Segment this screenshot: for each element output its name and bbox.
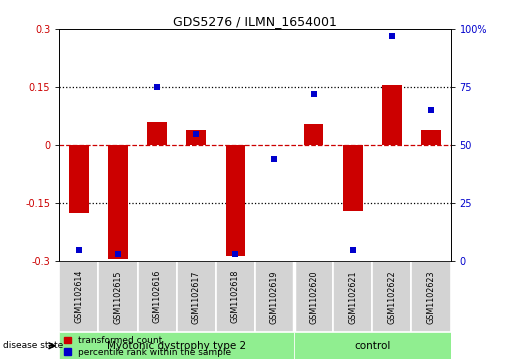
Point bbox=[75, 247, 83, 253]
Text: GSM1102623: GSM1102623 bbox=[426, 270, 436, 323]
Bar bbox=[138, 261, 177, 332]
Bar bbox=[186, 130, 206, 145]
Bar bbox=[294, 332, 451, 359]
Text: GSM1102618: GSM1102618 bbox=[231, 270, 240, 323]
Point bbox=[427, 107, 435, 113]
Bar bbox=[382, 85, 402, 145]
Point bbox=[153, 84, 161, 90]
Bar bbox=[411, 261, 451, 332]
Bar bbox=[59, 261, 98, 332]
Bar bbox=[294, 261, 333, 332]
Text: Myotonic dystrophy type 2: Myotonic dystrophy type 2 bbox=[107, 341, 246, 351]
Bar bbox=[304, 124, 323, 145]
Text: disease state: disease state bbox=[3, 341, 63, 350]
Text: GSM1102620: GSM1102620 bbox=[309, 270, 318, 323]
Text: GSM1102619: GSM1102619 bbox=[270, 270, 279, 323]
Bar bbox=[343, 145, 363, 211]
Point bbox=[310, 91, 318, 97]
Text: GSM1102622: GSM1102622 bbox=[387, 270, 397, 323]
Bar bbox=[69, 145, 89, 213]
Bar bbox=[421, 130, 441, 145]
Title: GDS5276 / ILMN_1654001: GDS5276 / ILMN_1654001 bbox=[173, 15, 337, 28]
Text: GSM1102621: GSM1102621 bbox=[348, 270, 357, 323]
Bar bbox=[333, 261, 372, 332]
Text: GSM1102616: GSM1102616 bbox=[152, 270, 162, 323]
Text: GSM1102614: GSM1102614 bbox=[74, 270, 83, 323]
Bar bbox=[177, 261, 216, 332]
Point bbox=[270, 156, 279, 162]
Bar bbox=[255, 261, 294, 332]
Point bbox=[388, 33, 396, 39]
Point bbox=[114, 252, 122, 257]
Point bbox=[231, 252, 239, 257]
Point bbox=[349, 247, 357, 253]
Legend: transformed count, percentile rank within the sample: transformed count, percentile rank withi… bbox=[64, 337, 231, 357]
Bar bbox=[98, 261, 138, 332]
Bar bbox=[372, 261, 411, 332]
Bar bbox=[108, 145, 128, 260]
Text: GSM1102615: GSM1102615 bbox=[113, 270, 123, 323]
Text: control: control bbox=[354, 341, 390, 351]
Bar bbox=[147, 122, 167, 145]
Text: GSM1102617: GSM1102617 bbox=[192, 270, 201, 323]
Point bbox=[192, 131, 200, 136]
Bar bbox=[59, 332, 294, 359]
Bar bbox=[226, 145, 245, 256]
Bar bbox=[216, 261, 255, 332]
